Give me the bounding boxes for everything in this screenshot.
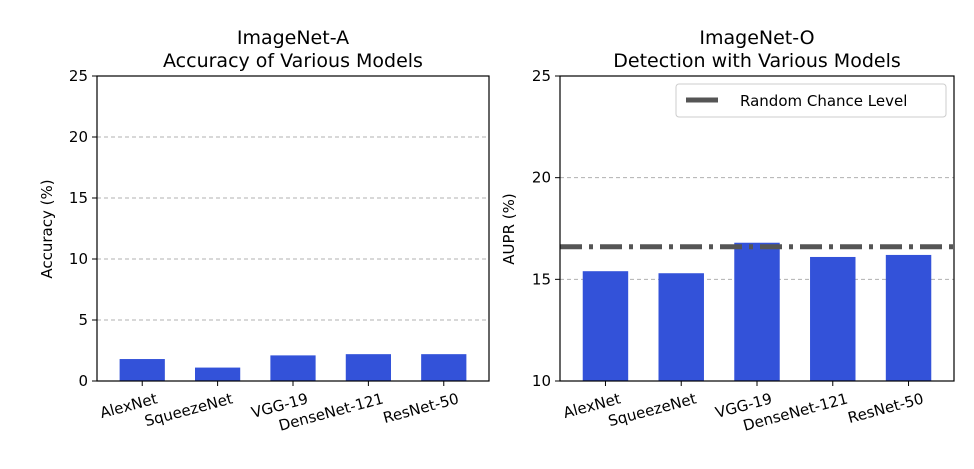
y-axis-label: Accuracy (%) [38, 179, 56, 278]
y-axis-label: AUPR (%) [500, 193, 518, 264]
chart-title-line1: ImageNet-A [237, 27, 349, 49]
y-tick-label: 10 [532, 372, 551, 390]
bar-densenet-121 [810, 256, 856, 381]
y-tick-label: 15 [532, 270, 551, 288]
chart-title-line2: Accuracy of Various Models [163, 50, 423, 72]
plot-frame [96, 75, 490, 382]
legend-label-random-chance: Random Chance Level [740, 92, 907, 110]
y-tick-label: 20 [532, 169, 551, 187]
legend-box [675, 83, 947, 118]
y-tick-label: 10 [69, 250, 88, 268]
x-tick-label: SqueezeNet [143, 389, 235, 430]
bar-alexnet [582, 271, 629, 381]
bar-squeezenet [658, 273, 704, 381]
legend: Random Chance Level [675, 83, 947, 118]
y-tick-label: 15 [69, 189, 88, 207]
bar-alexnet [119, 359, 165, 381]
y-tick-label: 20 [69, 128, 88, 146]
y-tick-label: 0 [78, 372, 88, 390]
panel-imagenet-a: ImageNet-A Accuracy of Various Models Ac… [38, 27, 490, 435]
y-tick-label: 25 [69, 67, 88, 85]
bar-squeezenet [195, 367, 241, 381]
x-tick-label: ResNet-50 [846, 389, 926, 426]
chart-title-line1: ImageNet-O [699, 27, 814, 49]
bar-densenet-121 [345, 354, 391, 381]
x-tick-label: ResNet-50 [381, 389, 461, 426]
x-tick-label: SqueezeNet [606, 389, 698, 430]
y-tick-label: 25 [532, 67, 551, 85]
chart-title-line2: Detection with Various Models [613, 50, 901, 72]
bar-resnet-50 [421, 354, 467, 381]
bar-resnet-50 [885, 254, 932, 381]
bar-vgg-19 [270, 355, 316, 381]
bar-vgg-19 [734, 242, 780, 381]
y-tick-label: 5 [78, 311, 88, 329]
panel-imagenet-o: ImageNet-O Detection with Various Models… [500, 27, 955, 435]
